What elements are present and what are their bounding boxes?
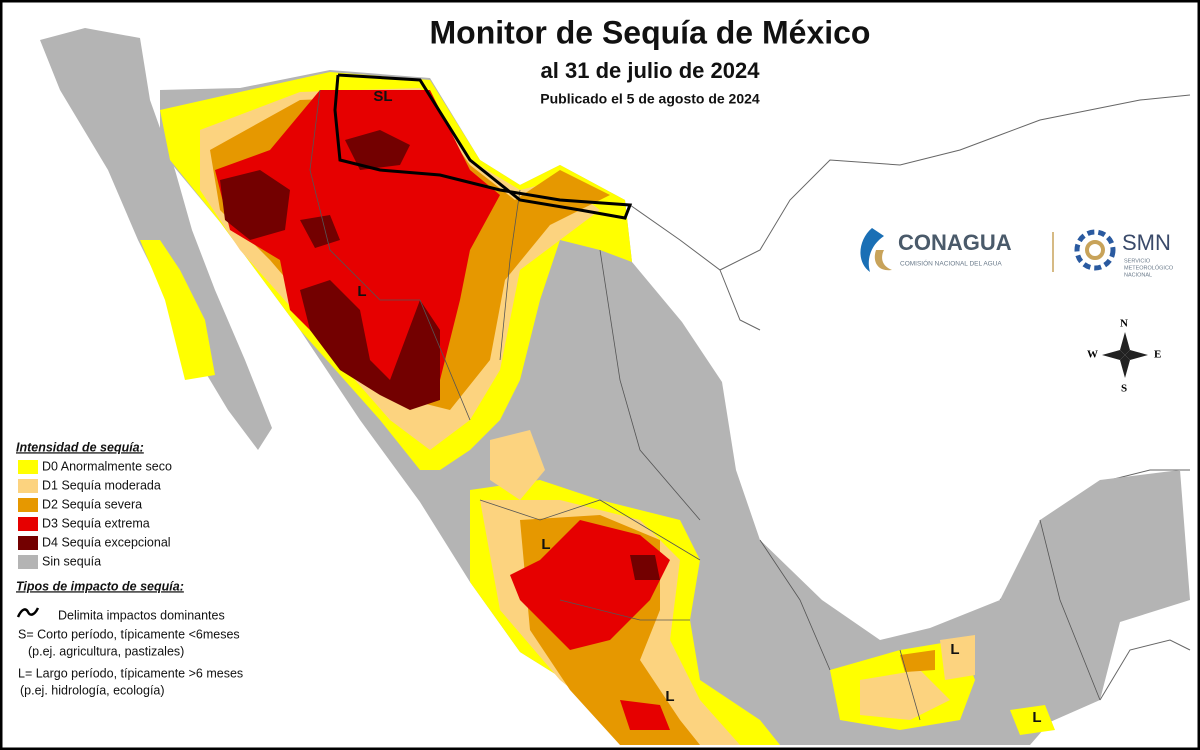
drought-area xyxy=(490,430,545,500)
legend-swatch xyxy=(18,517,38,531)
drought-area xyxy=(345,130,410,170)
conagua-name: CONAGUA xyxy=(898,230,1012,255)
map-label: SL xyxy=(373,88,392,105)
impact-title: Tipos de impacto de sequía: xyxy=(16,579,184,593)
conagua-logo: CONAGUA COMISIÓN NACIONAL DEL AGUA xyxy=(860,228,1054,272)
legend-label: D4 Sequía excepcional xyxy=(42,535,171,549)
drought-area xyxy=(940,635,975,680)
legend-swatch xyxy=(18,498,38,512)
impact-long: L= Largo período, típicamente >6 meses xyxy=(18,666,243,680)
drought-area xyxy=(140,240,215,380)
smn-logo: SMN SERVICIO METEOROLÓGICO NACIONAL xyxy=(1074,229,1174,278)
compass-arrow xyxy=(1120,332,1130,355)
logo-icon xyxy=(1085,240,1105,260)
impact-short: S= Corto período, típicamente <6meses xyxy=(18,627,240,641)
compass-n: N xyxy=(1120,318,1128,330)
baja-california xyxy=(40,28,272,450)
legend-swatch xyxy=(18,460,38,474)
drought-area xyxy=(900,650,935,672)
legend-label: D0 Anormalmente seco xyxy=(42,459,172,473)
smn-subtitle: SERVICIO xyxy=(1124,258,1151,264)
compass-s: S xyxy=(1121,383,1127,395)
impact-line-symbol xyxy=(16,607,40,618)
drought-area xyxy=(300,280,440,410)
compass-w: W xyxy=(1087,349,1098,361)
smn-subtitle: NACIONAL xyxy=(1124,272,1152,278)
drought-area xyxy=(860,670,950,720)
legend-label: D2 Sequía severa xyxy=(42,497,142,511)
compass: N S E W xyxy=(1087,318,1161,395)
map-label: L xyxy=(950,641,959,658)
map-label: L xyxy=(665,688,674,705)
published: Publicado el 5 de agosto de 2024 xyxy=(540,91,760,107)
drought-area xyxy=(220,170,290,240)
smn-subtitle: METEOROLÓGICO xyxy=(1124,264,1174,271)
legend-swatch xyxy=(18,479,38,493)
legend-title: Intensidad de sequía: xyxy=(16,440,144,454)
logo-icon xyxy=(1074,229,1116,271)
impact-line-label: Delimita impactos dominantes xyxy=(58,608,225,622)
map-label: L xyxy=(1032,709,1041,726)
drought-area xyxy=(620,700,670,730)
logo-icon xyxy=(874,250,892,271)
legend-label: D3 Sequía extrema xyxy=(42,516,150,530)
state-borders xyxy=(309,89,1101,721)
compass-e: E xyxy=(1154,349,1161,361)
title: Monitor de Sequía de México xyxy=(430,14,871,50)
legend-swatch xyxy=(18,555,38,569)
drought-area xyxy=(630,555,660,580)
map-label: L xyxy=(541,536,550,553)
impact-boundary xyxy=(333,73,633,220)
legend-label: D1 Sequía moderada xyxy=(42,478,161,492)
map-label: L xyxy=(357,283,366,300)
compass-arrow xyxy=(1102,350,1125,360)
drought-area xyxy=(300,215,340,248)
subtitle: al 31 de julio de 2024 xyxy=(541,58,761,83)
compass-arrow xyxy=(1125,350,1148,360)
drought-areas xyxy=(140,72,1055,745)
legend-swatch xyxy=(18,536,38,550)
legend-label: Sin sequía xyxy=(42,554,101,568)
conagua-subtitle: COMISIÓN NACIONAL DEL AGUA xyxy=(900,259,1002,268)
impact-short-note: (p.ej. agricultura, pastizales) xyxy=(28,644,184,658)
compass-arrow xyxy=(1120,355,1130,378)
impact-long-note: (p.ej. hidrología, ecología) xyxy=(20,683,165,697)
legend: Intensidad de sequía: Tipos de impacto d… xyxy=(16,440,243,697)
smn-name: SMN xyxy=(1122,230,1171,255)
logo-icon xyxy=(860,228,884,272)
drought-area xyxy=(1010,705,1055,735)
